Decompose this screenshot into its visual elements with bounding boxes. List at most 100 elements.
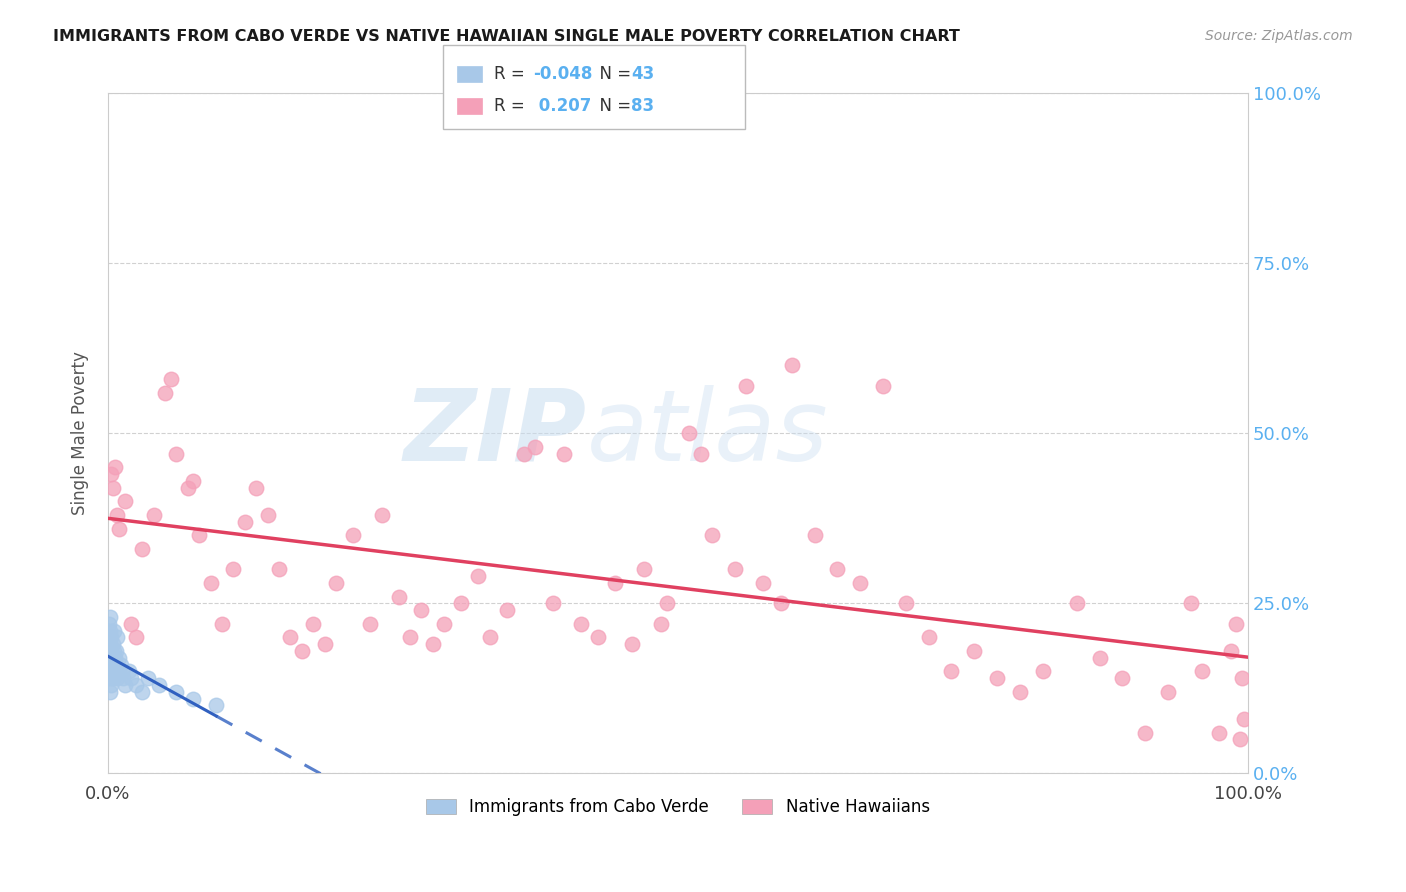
Point (117, 665, 139, 679)
Point (780, 359, 803, 373)
Point (655, 596, 678, 610)
Point (110, 657, 132, 672)
Point (245, 481, 267, 495)
Text: ZIP: ZIP (404, 384, 586, 482)
Y-axis label: Single Male Poverty: Single Male Poverty (72, 351, 89, 516)
Text: R =: R = (494, 96, 530, 114)
Point (98, 610, 121, 624)
Text: IMMIGRANTS FROM CABO VERDE VS NATIVE HAWAIIAN SINGLE MALE POVERTY CORRELATION CH: IMMIGRANTS FROM CABO VERDE VS NATIVE HAW… (53, 29, 960, 44)
Text: R =: R = (494, 65, 530, 83)
Point (108, 522, 131, 536)
Point (849, 576, 872, 591)
Point (188, 528, 211, 542)
Point (105, 631, 128, 645)
Point (586, 631, 609, 645)
Point (1180, 596, 1202, 610)
Point (103, 624, 125, 638)
Point (104, 657, 127, 672)
Point (650, 616, 672, 631)
Point (1225, 616, 1247, 631)
Point (101, 481, 124, 495)
Text: 83: 83 (631, 96, 654, 114)
Point (98, 657, 121, 672)
Point (633, 562, 655, 576)
Point (98, 671, 121, 685)
Point (1157, 685, 1180, 699)
Point (1111, 671, 1133, 685)
Point (107, 665, 129, 679)
Point (1230, 671, 1253, 685)
Text: atlas: atlas (586, 384, 828, 482)
Point (98, 665, 121, 679)
Text: 0.207: 0.207 (533, 96, 592, 114)
Point (98, 644, 121, 658)
Point (553, 447, 575, 461)
Point (1032, 665, 1054, 679)
Point (872, 379, 894, 393)
Point (700, 528, 723, 542)
Point (388, 590, 411, 604)
Point (803, 528, 825, 542)
Point (101, 671, 124, 685)
Point (513, 447, 536, 461)
Point (100, 665, 122, 679)
Point (496, 603, 519, 617)
Point (1191, 665, 1213, 679)
Point (104, 650, 127, 665)
Point (153, 385, 176, 400)
Point (678, 426, 700, 441)
Point (183, 474, 205, 488)
Point (467, 569, 489, 583)
Point (120, 671, 142, 685)
Point (302, 616, 325, 631)
Point (1229, 732, 1251, 747)
Point (359, 616, 381, 631)
Point (142, 508, 165, 522)
Point (98, 657, 121, 672)
Point (100, 631, 122, 645)
Point (98, 650, 121, 665)
Point (1219, 644, 1241, 658)
Point (136, 671, 159, 685)
Text: Source: ZipAtlas.com: Source: ZipAtlas.com (1205, 29, 1353, 43)
Point (114, 494, 136, 508)
Point (325, 576, 347, 591)
Point (125, 678, 148, 692)
Point (125, 631, 148, 645)
Point (177, 481, 200, 495)
Point (769, 596, 792, 610)
Point (399, 631, 422, 645)
Text: -0.048: -0.048 (533, 65, 592, 83)
Point (689, 447, 711, 461)
Point (111, 665, 134, 679)
Point (1208, 725, 1230, 739)
Point (159, 372, 181, 386)
Point (104, 460, 127, 475)
Point (114, 678, 136, 692)
Point (200, 576, 222, 591)
Point (165, 685, 187, 699)
Point (148, 678, 170, 692)
Point (131, 685, 153, 699)
Point (314, 637, 336, 651)
Point (165, 447, 187, 461)
Point (256, 508, 278, 522)
Point (1066, 596, 1088, 610)
Point (524, 440, 547, 454)
Point (411, 603, 433, 617)
Point (342, 528, 364, 542)
Point (894, 596, 917, 610)
Point (621, 637, 644, 651)
Point (1135, 725, 1157, 739)
Point (605, 576, 627, 591)
Point (267, 562, 290, 576)
Point (111, 671, 134, 685)
Point (105, 508, 128, 522)
Point (1008, 685, 1031, 699)
Point (222, 562, 245, 576)
Point (478, 631, 501, 645)
Point (120, 616, 142, 631)
Point (569, 616, 592, 631)
Legend: Immigrants from Cabo Verde, Native Hawaiians: Immigrants from Cabo Verde, Native Hawai… (419, 791, 936, 823)
Point (918, 631, 941, 645)
